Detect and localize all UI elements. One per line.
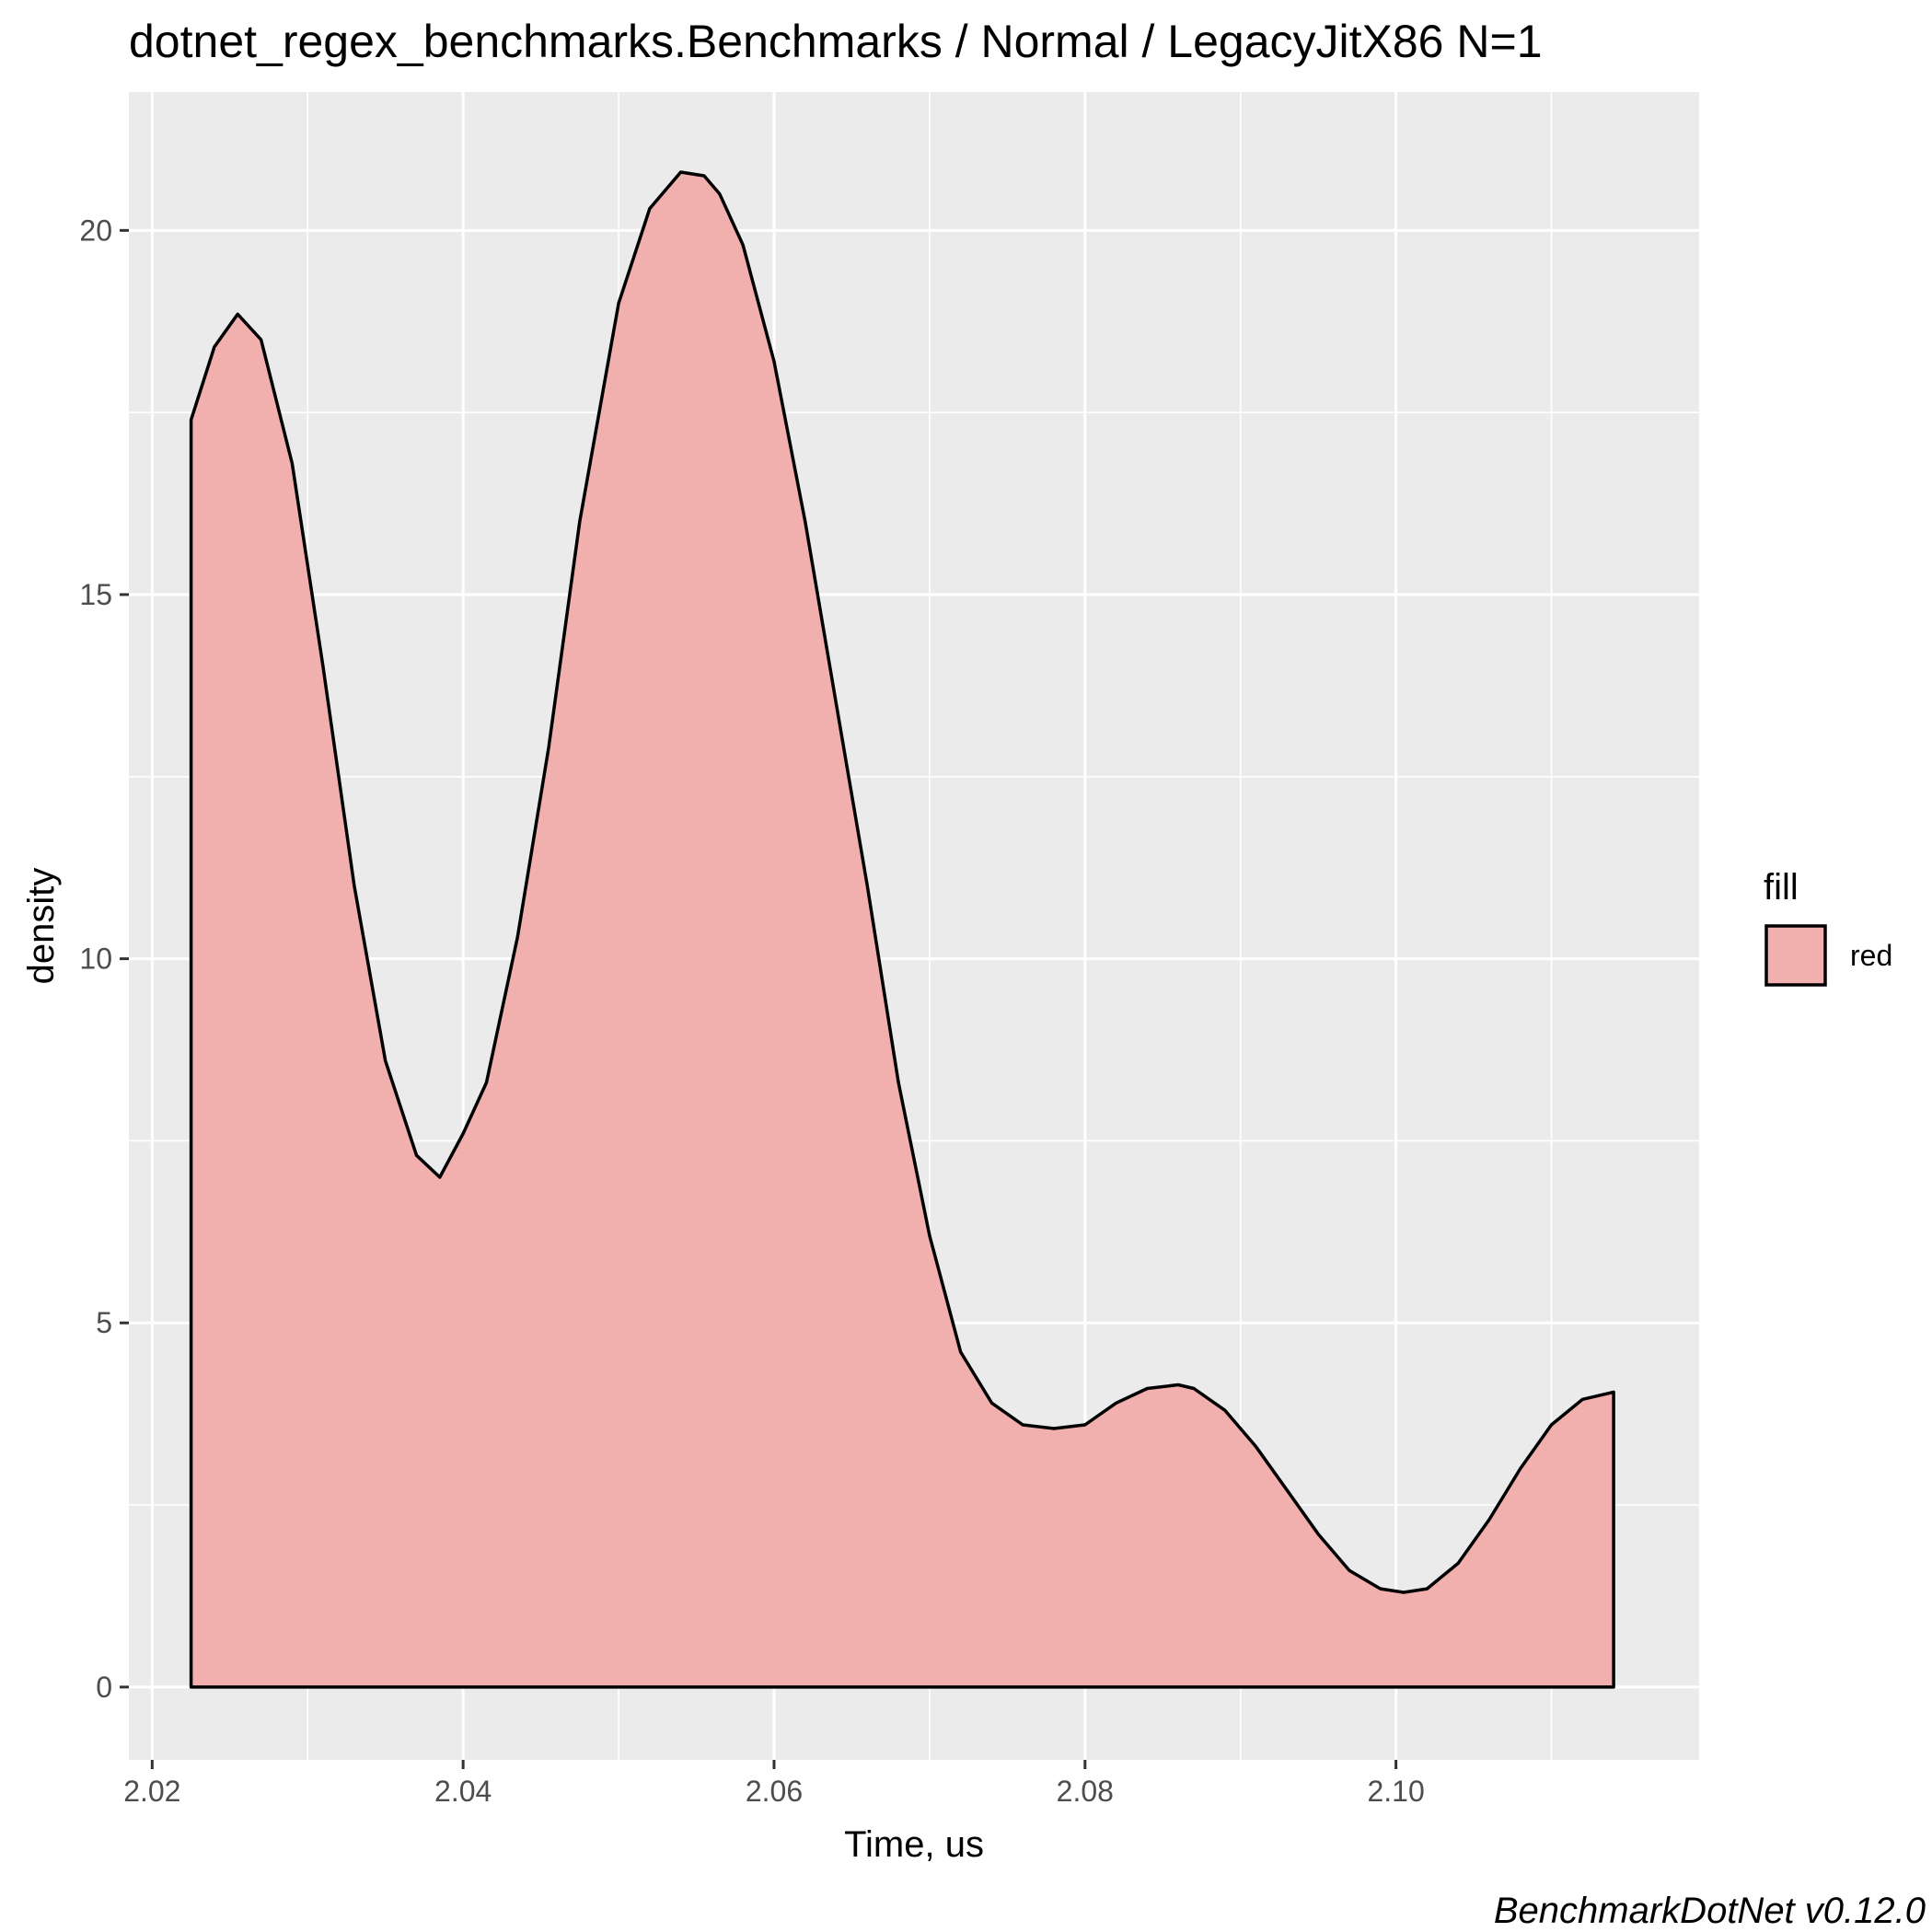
y-axis: 0 5 10 15 20 [79, 214, 129, 1704]
y-axis-title: density [21, 868, 62, 985]
legend-title: fill [1764, 867, 1799, 908]
legend-label: red [1850, 939, 1892, 972]
y-tick-label: 5 [96, 1306, 112, 1339]
legend-key [1764, 924, 1827, 987]
y-tick-label: 10 [79, 943, 112, 976]
y-tick-label: 20 [79, 214, 112, 247]
y-tick-label: 15 [79, 578, 112, 611]
x-tick-label: 2.10 [1367, 1775, 1424, 1808]
chart-title: dotnet_regex_benchmarks.Benchmarks / Nor… [129, 16, 1543, 67]
x-axis-title: Time, us [844, 1824, 984, 1865]
x-axis: 2.02 2.04 2.06 2.08 2.10 [123, 1760, 1425, 1808]
x-tick-label: 2.04 [434, 1775, 492, 1808]
caption: BenchmarkDotNet v0.12.0 [1494, 1891, 1926, 1931]
density-area [189, 170, 1615, 1689]
x-tick-label: 2.02 [123, 1775, 180, 1808]
y-tick-label: 0 [96, 1671, 112, 1704]
x-tick-label: 2.06 [746, 1775, 803, 1808]
legend: fill red [1764, 867, 1892, 987]
x-tick-label: 2.08 [1057, 1775, 1114, 1808]
